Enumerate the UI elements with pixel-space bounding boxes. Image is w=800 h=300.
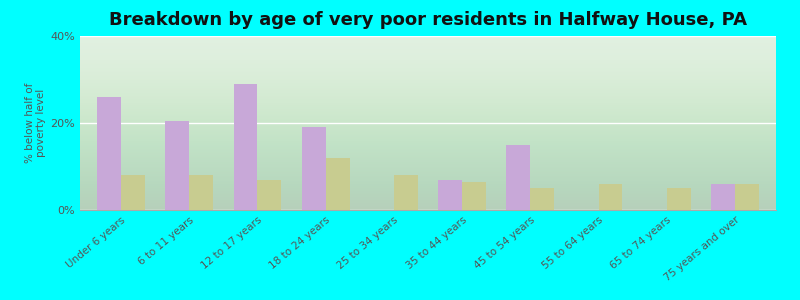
Bar	[711, 184, 735, 210]
Bar	[234, 84, 258, 210]
Bar	[530, 188, 554, 210]
Bar	[598, 184, 622, 210]
Title: Breakdown by age of very poor residents in Halfway House, PA: Breakdown by age of very poor residents …	[109, 11, 747, 29]
Bar	[735, 184, 759, 210]
Bar	[121, 175, 145, 210]
Bar	[97, 97, 121, 210]
Bar	[506, 145, 530, 210]
Bar	[189, 175, 213, 210]
Y-axis label: % below half of
poverty level: % below half of poverty level	[25, 83, 46, 163]
Bar	[462, 182, 486, 210]
Bar	[394, 175, 418, 210]
Bar	[302, 127, 326, 210]
Bar	[667, 188, 690, 210]
Bar	[326, 158, 350, 210]
Bar	[438, 179, 462, 210]
Bar	[258, 179, 282, 210]
Bar	[166, 121, 189, 210]
